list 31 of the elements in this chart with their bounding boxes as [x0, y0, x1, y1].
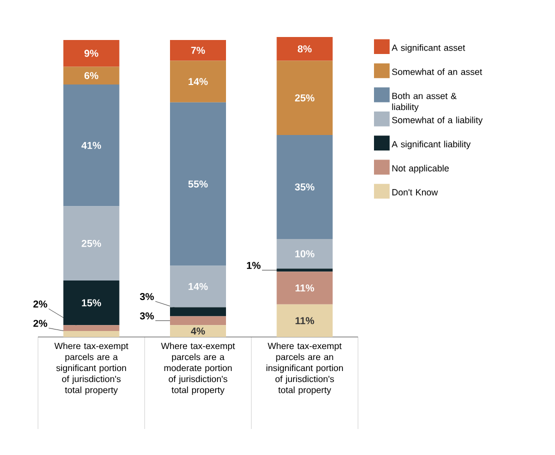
data-label: 4% [190, 328, 205, 335]
legend-label: A significant asset [392, 44, 466, 53]
data-label: 11% [296, 284, 314, 292]
data-label: 14% [188, 78, 208, 86]
data-label: 25% [295, 94, 314, 102]
data-label: 11% [296, 317, 314, 324]
legend-label: Not applicable [392, 164, 449, 174]
data-label: 55% [188, 180, 208, 188]
x-tick-label: Where tax-exempt parcels are a significant portion of jurisdiction's total property [54, 342, 128, 395]
data-label: 14% [188, 282, 208, 290]
data-label: 2% [33, 320, 48, 327]
data-label: 1% [246, 262, 261, 269]
data-label: 35% [294, 183, 314, 191]
data-label: 8% [298, 45, 312, 52]
legend-label: Both an asset & liability [392, 92, 457, 112]
data-label: 7% [191, 46, 205, 54]
legend-label: Somewhat of an asset [392, 68, 482, 76]
data-label: 15% [82, 299, 102, 306]
data-label: 25% [82, 240, 102, 247]
legend-label: A significant liability [392, 140, 471, 150]
data-label: 3% [140, 312, 154, 320]
data-label: 10% [295, 250, 314, 258]
x-tick-label: Where tax-exempt parcels are a moderate portion of jurisdiction's total property [161, 342, 235, 395]
data-label: 2% [33, 300, 48, 308]
legend-label: Somewhat of a liability [392, 116, 483, 126]
data-label: 9% [84, 50, 98, 57]
data-label: 6% [84, 72, 98, 80]
data-label: 41% [81, 142, 102, 149]
data-label: 3% [140, 293, 154, 300]
legend-label: Don't Know [392, 189, 438, 196]
x-tick-label: Where tax-exempt parcels are an insignificant portion of jurisdiction's total property [266, 342, 343, 395]
